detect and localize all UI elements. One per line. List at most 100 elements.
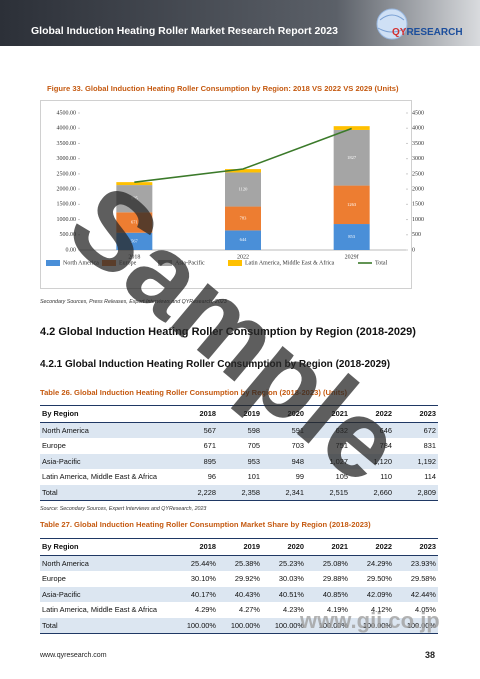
data-label: 567 xyxy=(131,238,139,243)
table-cell: Total xyxy=(40,617,174,634)
table-cell: 1,192 xyxy=(394,453,438,469)
table-cell: 30.10% xyxy=(190,574,216,584)
section-heading: 4.2 Global Induction Heating Roller Cons… xyxy=(40,326,416,338)
y-tick-label: 1500.00 xyxy=(57,202,77,208)
bar-segment xyxy=(225,230,261,250)
table: By Region 2018 2019 2020 2021 2022 2023 North A… xyxy=(40,538,438,634)
table-cell: 29.92% xyxy=(234,574,260,584)
table-cell: 40.85% xyxy=(306,586,350,602)
bar-segment xyxy=(225,172,261,207)
table-cell: 100.00% xyxy=(262,617,306,634)
y2-tick-label: 1500 xyxy=(412,202,424,208)
header-row: By Region 2018 2019 2020 2021 2022 2023 xyxy=(40,405,438,423)
header-cell: 2021 xyxy=(306,405,350,423)
legend-label: Latin America, Middle East & Africa xyxy=(245,259,335,266)
table-cell: 2,228 xyxy=(174,484,218,501)
table-cell: 4.05% xyxy=(415,605,436,615)
chart: 0.00 500.00 1000.00 1500.00 2000.00 2500.00 30… xyxy=(46,110,424,266)
y2-tick-label: 3500 xyxy=(412,141,424,147)
table-cell: 751 xyxy=(335,441,348,451)
table-cell: 42.44% xyxy=(394,586,438,602)
x-tick-label: 2029f xyxy=(345,253,359,260)
bar-segment xyxy=(225,169,261,173)
table-cell: 2,660 xyxy=(350,484,394,501)
table-cell: Europe xyxy=(42,574,66,584)
table-cell: 100.00% xyxy=(350,617,394,634)
table-cell: 100.00% xyxy=(218,617,262,634)
table-cell: 25.38% xyxy=(218,555,262,571)
table-cell: 30.03% xyxy=(278,574,304,584)
table-cell: Latin America, Middle East & Africa xyxy=(42,472,158,482)
bar-segment xyxy=(225,206,261,231)
y-tick-label: 2000.00 xyxy=(57,186,77,192)
chart-source: Secondary Sources, Press Releases, Exper… xyxy=(40,299,227,305)
bar-segment xyxy=(116,185,153,213)
table-cell: 2,358 xyxy=(218,484,262,501)
chart-frame xyxy=(40,100,412,289)
table-cell: 1,120 xyxy=(350,453,394,469)
header-cell: 2018 xyxy=(174,538,218,556)
bar-segment xyxy=(333,129,370,186)
y2-tick-label: 3000 xyxy=(412,156,424,162)
y-tick-label: 2500.00 xyxy=(57,171,77,177)
y-tick-label: 4500.00 xyxy=(57,110,77,116)
y2-tick-label: 4500 xyxy=(412,110,424,116)
table-cell: 105 xyxy=(335,472,348,482)
total-line xyxy=(134,127,352,183)
legend-swatch xyxy=(228,260,242,266)
y-tick-label: 3500.00 xyxy=(57,141,77,147)
table-row: North America 567 598 591 632 646 672 xyxy=(40,422,438,438)
table-cell: 591 xyxy=(262,422,306,438)
table-row: Latin America, Middle East & Africa 4.29%… xyxy=(40,602,438,618)
table-cell: 40.17% xyxy=(174,586,218,602)
table-cell: 24.29% xyxy=(350,555,394,571)
table-cell: 114 xyxy=(424,472,436,482)
header-cell: 2018 xyxy=(174,405,218,423)
bar-segment xyxy=(333,126,370,130)
data-label: 1263 xyxy=(347,202,357,207)
header-title: Global Induction Heating Roller Market R… xyxy=(31,25,338,37)
data-label: 1120 xyxy=(239,187,249,192)
y-tick-label: 0.00 xyxy=(66,247,77,253)
table-cell: 4.12% xyxy=(371,605,392,615)
figure-caption: Figure 33. Global Induction Heating Roll… xyxy=(47,84,399,93)
data-label: 644 xyxy=(240,237,248,242)
header-cell: 2023 xyxy=(394,405,438,423)
table-cell: 2,515 xyxy=(306,484,350,501)
footer-url: www.qyresearch.com xyxy=(40,652,107,659)
table-cell: 99 xyxy=(295,472,304,482)
legend-swatch xyxy=(46,260,60,266)
bar-segment xyxy=(333,224,370,250)
table-cell: 25.08% xyxy=(306,555,350,571)
x-tick-label: 2022 xyxy=(237,254,249,260)
table-row: North America 25.44% 25.38% 25.23% 25.08% 24.… xyxy=(40,555,438,571)
bar-segment xyxy=(116,182,153,186)
table-cell: 96 xyxy=(207,472,216,482)
table-cell: 100.00% xyxy=(306,617,350,634)
table-cell: 646 xyxy=(350,422,394,438)
header-cell: By Region xyxy=(40,405,174,423)
table-row: Asia-Pacific 40.17% 40.43% 40.51% 40.85% 42.0… xyxy=(40,586,438,602)
table-cell: 4.29% xyxy=(195,605,216,615)
bar-segment xyxy=(333,185,370,225)
page-number: 38 xyxy=(425,650,436,660)
legend-label: Europe xyxy=(119,260,137,266)
table-cell: Europe xyxy=(42,441,66,451)
legend-label: Asia-Pacific xyxy=(175,259,205,266)
header-cell: 2021 xyxy=(306,538,350,556)
table-cell: 4.19% xyxy=(327,605,348,615)
logo-globe xyxy=(376,8,408,40)
table-cell: 29.88% xyxy=(322,574,348,584)
table-cell: 4.23% xyxy=(283,605,304,615)
table-cell: 953 xyxy=(218,453,262,469)
table-cell: 40.51% xyxy=(262,586,306,602)
table-source: Source: Secondary Sources, Expert Interv… xyxy=(40,506,207,512)
table-cell: 895 xyxy=(174,453,218,469)
table-cell: 25.44% xyxy=(174,555,218,571)
data-label: 671 xyxy=(131,220,138,225)
legend-swatch xyxy=(158,260,172,266)
table-cell: Total xyxy=(40,484,174,501)
table-cell: 1,027 xyxy=(306,453,350,469)
table-cell: 705 xyxy=(247,441,260,451)
table-cell: 703 xyxy=(291,441,304,451)
